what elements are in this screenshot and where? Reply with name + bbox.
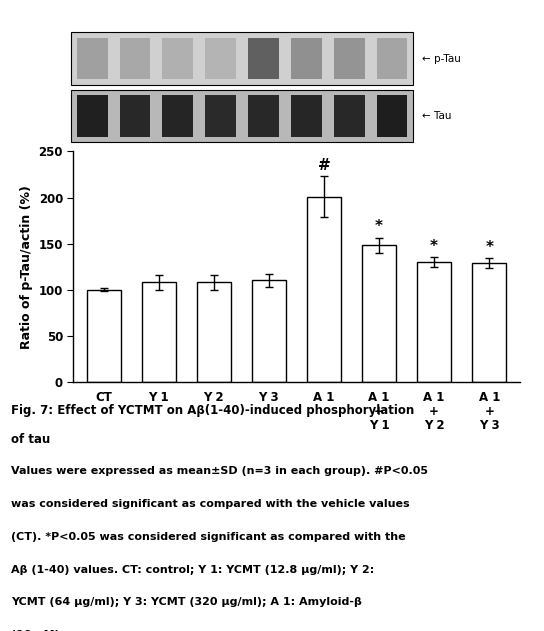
Bar [163,38,193,79]
Text: (CT). *P<0.05 was considered significant as compared with the: (CT). *P<0.05 was considered significant… [11,532,405,542]
Bar [86,290,121,382]
Bar [472,263,506,382]
Bar [417,262,451,382]
Bar [120,95,150,137]
Bar [307,197,341,382]
Bar [77,38,108,79]
Bar [291,38,322,79]
Text: #: # [318,158,330,173]
Bar [197,282,231,382]
Bar [376,38,407,79]
Text: (10 μM): (10 μM) [11,630,60,631]
Bar [376,95,407,137]
Bar [163,95,193,137]
Text: *: * [375,220,383,234]
Text: *: * [430,239,438,254]
Text: *: * [485,240,493,255]
Text: Aβ (1-40) values. CT: control; Y 1: YCMT (12.8 μg/ml); Y 2:: Aβ (1-40) values. CT: control; Y 1: YCMT… [11,565,374,575]
Text: Fig. 7: Effect of YCTMT on Aβ(1-40)-induced phosphorylation: Fig. 7: Effect of YCTMT on Aβ(1-40)-indu… [11,404,414,417]
Y-axis label: Ratio of p-Tau/actin (%): Ratio of p-Tau/actin (%) [20,185,33,348]
Bar [252,280,286,382]
Bar [334,38,364,79]
Text: ← p-Tau: ← p-Tau [422,54,460,64]
Bar [248,95,279,137]
Bar [205,95,236,137]
Text: YCMT (64 μg/ml); Y 3: YCMT (320 μg/ml); A 1: Amyloid-β: YCMT (64 μg/ml); Y 3: YCMT (320 μg/ml); … [11,598,362,608]
Bar [120,38,150,79]
Bar [205,38,236,79]
Bar [291,95,322,137]
Text: Values were expressed as mean±SD (n=3 in each group). #P<0.05: Values were expressed as mean±SD (n=3 in… [11,466,428,476]
Text: of tau: of tau [11,433,50,446]
Text: was considered significant as compared with the vehicle values: was considered significant as compared w… [11,499,410,509]
Bar [77,95,108,137]
Text: ← Tau: ← Tau [422,111,451,121]
Bar [362,245,396,382]
Bar [334,95,364,137]
Bar [142,282,176,382]
Bar [248,38,279,79]
